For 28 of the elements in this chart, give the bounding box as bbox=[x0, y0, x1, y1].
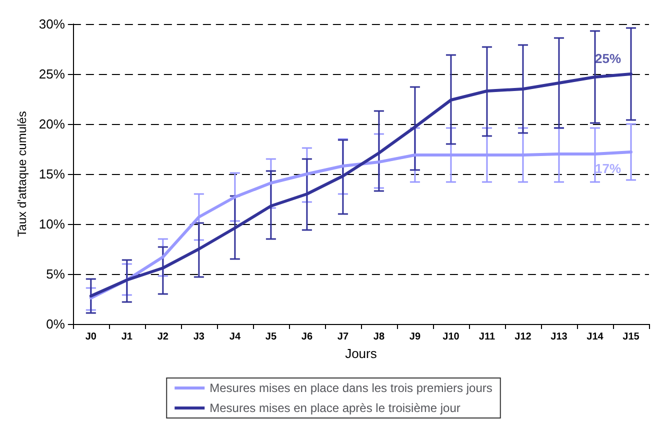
x-axis-title: Jours bbox=[345, 346, 378, 361]
y-tick-label: 25% bbox=[38, 66, 66, 82]
x-tick-label: J10 bbox=[442, 332, 460, 342]
legend-label: Mesures mises en place dans les trois premiers jours bbox=[210, 381, 492, 395]
y-tick-label: 10% bbox=[38, 216, 66, 232]
x-tick-label: J5 bbox=[265, 332, 277, 342]
y-axis-title: Taux d'attaque cumulés bbox=[15, 111, 29, 237]
x-tick-label: J11 bbox=[478, 332, 496, 342]
x-tick-label: J7 bbox=[337, 332, 349, 342]
y-tick-label: 20% bbox=[38, 116, 66, 132]
x-tick-label: J9 bbox=[409, 332, 421, 342]
x-tick-label: J12 bbox=[514, 332, 532, 342]
y-tick-label: 30% bbox=[38, 16, 66, 32]
x-tick-label: J2 bbox=[157, 332, 169, 342]
y-tick-label: 5% bbox=[46, 266, 66, 282]
x-tick-label: J8 bbox=[373, 332, 385, 342]
x-tick-label: J13 bbox=[550, 332, 568, 342]
x-tick-label: J1 bbox=[121, 332, 133, 342]
x-tick-label: J3 bbox=[193, 332, 205, 342]
y-tick-label: 0% bbox=[46, 316, 66, 332]
x-tick-label: J4 bbox=[229, 332, 241, 342]
annotation: 17% bbox=[594, 161, 622, 176]
x-tick-label: J6 bbox=[301, 332, 313, 342]
y-tick-label: 15% bbox=[38, 166, 66, 182]
x-tick-label: J15 bbox=[622, 332, 640, 342]
x-tick-label: J0 bbox=[85, 332, 97, 342]
x-tick-label: J14 bbox=[586, 332, 604, 342]
legend-label: Mesures mises en place après le troisième jour bbox=[210, 401, 460, 415]
